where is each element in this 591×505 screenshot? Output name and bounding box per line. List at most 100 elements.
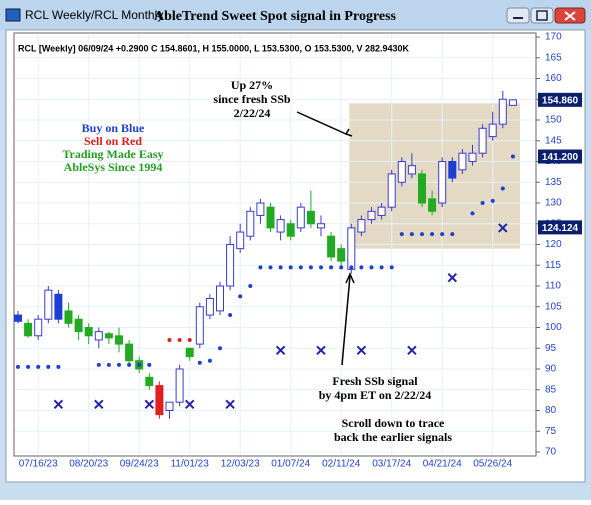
stop-dots bbox=[339, 265, 344, 270]
stop-dots bbox=[369, 265, 374, 270]
annotation: since fresh SSb bbox=[213, 92, 290, 106]
arrow-signal bbox=[341, 275, 351, 366]
x-tick-label: 01/07/24 bbox=[271, 459, 310, 470]
minimize-button[interactable] bbox=[506, 7, 530, 24]
maximize-icon bbox=[536, 10, 548, 21]
legend-text: AbleSys Since 1994 bbox=[64, 160, 163, 174]
stop-dots bbox=[147, 362, 152, 367]
x-mark bbox=[356, 345, 367, 356]
x-mark bbox=[447, 272, 458, 283]
candle-body bbox=[508, 99, 517, 106]
price-label-box bbox=[538, 92, 582, 107]
legend-text: Sell on Red bbox=[84, 134, 142, 148]
candle-body bbox=[74, 318, 83, 333]
y-tick-label: 145 bbox=[545, 135, 562, 146]
y-tick-label: 110 bbox=[545, 281, 561, 292]
stop-dots bbox=[258, 265, 263, 270]
stop-dots bbox=[500, 186, 505, 191]
annotation: Scroll down to trace bbox=[342, 416, 445, 430]
x-mark bbox=[275, 345, 286, 356]
y-tick-label: 165 bbox=[545, 52, 562, 63]
y-tick-label: 105 bbox=[545, 301, 562, 312]
x-mark bbox=[53, 399, 64, 409]
candle-body bbox=[458, 152, 467, 171]
stop-dots bbox=[56, 364, 61, 369]
candle-body bbox=[104, 333, 113, 339]
candle-body bbox=[286, 223, 295, 237]
x-mark bbox=[225, 399, 235, 409]
stop-dots bbox=[26, 364, 31, 369]
candle-body bbox=[175, 368, 184, 403]
stop-dots bbox=[420, 232, 424, 237]
annotation: back the earlier signals bbox=[334, 430, 452, 444]
stop-dots bbox=[430, 232, 435, 237]
x-tick-label: 07/16/23 bbox=[19, 459, 58, 470]
annotation: Fresh SSb signal bbox=[332, 374, 418, 388]
candle-body bbox=[327, 235, 336, 258]
x-mark bbox=[94, 399, 104, 409]
candle-body bbox=[266, 206, 275, 229]
stop-dots bbox=[238, 294, 243, 299]
price-label: 154.860 bbox=[542, 95, 579, 106]
stop-dots bbox=[268, 265, 273, 270]
stop-dots bbox=[96, 362, 101, 367]
red-dots bbox=[167, 337, 172, 342]
candle-body bbox=[14, 314, 22, 322]
stop-dots bbox=[379, 265, 384, 270]
candle-body bbox=[185, 347, 194, 358]
candle-body bbox=[428, 198, 437, 212]
stop-dots bbox=[470, 211, 475, 216]
stop-dots bbox=[349, 265, 354, 270]
candle-body bbox=[438, 161, 447, 204]
arrow-signal-head bbox=[345, 272, 355, 284]
candle-body bbox=[387, 173, 396, 208]
plot: 7075808590951001051101151201251301351401… bbox=[14, 32, 582, 470]
close-icon bbox=[564, 11, 576, 21]
candle-body bbox=[24, 322, 33, 337]
candle-body bbox=[397, 161, 406, 183]
stop-dots bbox=[440, 232, 445, 237]
y-tick-label: 160 bbox=[545, 73, 562, 84]
stop-dots bbox=[359, 265, 364, 270]
annotation: 2/22/24 bbox=[234, 106, 271, 120]
stop-dots bbox=[399, 232, 404, 237]
stop-dots bbox=[298, 265, 303, 270]
stop-dots bbox=[409, 232, 414, 237]
candle-body bbox=[165, 401, 174, 412]
candle-body bbox=[54, 293, 63, 320]
red-dots bbox=[187, 337, 192, 342]
stop-dots bbox=[106, 362, 111, 367]
stop-dots bbox=[228, 313, 233, 318]
stop-dots bbox=[278, 265, 283, 270]
candle-body bbox=[478, 127, 487, 154]
stop-dots bbox=[480, 201, 485, 205]
y-tick-label: 95 bbox=[545, 343, 557, 354]
annotation: Up 27% bbox=[231, 78, 273, 92]
stop-dots bbox=[308, 265, 313, 270]
stop-dots bbox=[218, 346, 222, 351]
stop-dots bbox=[319, 265, 323, 270]
candle-body bbox=[357, 219, 366, 233]
candle-body bbox=[377, 206, 386, 216]
x-mark bbox=[184, 399, 195, 409]
y-tick-label: 115 bbox=[545, 260, 561, 271]
stop-dots bbox=[16, 364, 20, 369]
red-dots bbox=[177, 337, 182, 342]
price-label: 124.124 bbox=[542, 223, 579, 234]
candle-body bbox=[125, 343, 134, 362]
x-tick-label: 05/26/24 bbox=[473, 459, 512, 470]
candle-body bbox=[367, 210, 376, 221]
x-tick-label: 11/01/23 bbox=[171, 459, 210, 470]
app-icon bbox=[5, 8, 21, 22]
x-mark bbox=[498, 223, 508, 233]
candle-body bbox=[94, 331, 103, 341]
price-label: 141.200 bbox=[542, 152, 579, 163]
stop-dots bbox=[510, 154, 515, 159]
stop-dots bbox=[329, 265, 334, 270]
candle-body bbox=[498, 98, 507, 125]
x-tick-label: 09/24/23 bbox=[120, 459, 159, 470]
x-tick-label: 08/20/23 bbox=[69, 459, 108, 470]
x-tick-label: 12/03/23 bbox=[221, 459, 260, 470]
candle-body bbox=[306, 210, 315, 225]
candle-body bbox=[115, 335, 123, 345]
